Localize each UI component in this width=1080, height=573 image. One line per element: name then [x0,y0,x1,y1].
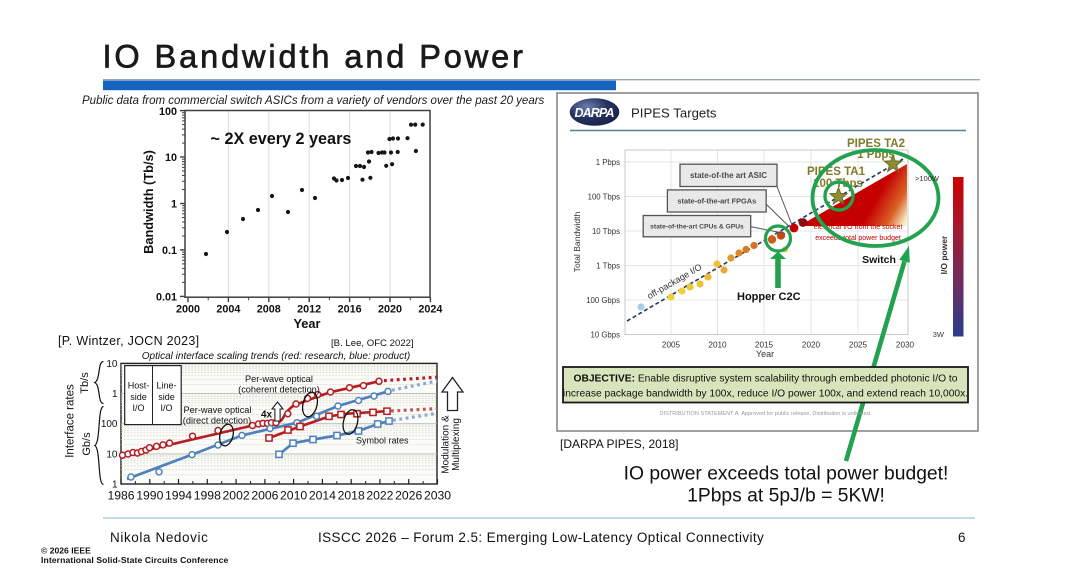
svg-text:Year: Year [756,349,774,359]
svg-text:Year: Year [293,316,320,331]
svg-text:Switch: Switch [862,254,896,266]
svg-text:side: side [130,392,147,402]
svg-text:2000: 2000 [176,304,200,316]
svg-text:(coherent detection): (coherent detection) [238,385,320,395]
svg-text:100: 100 [159,106,177,118]
svg-text:2010: 2010 [280,489,307,503]
svg-text:2020: 2020 [802,341,821,350]
svg-text:1994: 1994 [165,489,192,503]
svg-text:1: 1 [171,199,177,211]
svg-text:Symbol rates: Symbol rates [356,436,409,446]
svg-text:I/O: I/O [132,403,144,413]
svg-text:electrical I/O from the socket: electrical I/O from the socket [814,224,903,231]
svg-text:Hopper C2C: Hopper C2C [737,291,801,303]
svg-text:Interface rates: Interface rates [65,384,77,458]
svg-text:2010: 2010 [708,341,727,350]
svg-text:state-of-the-art CPUs & GPUs: state-of-the-art CPUs & GPUs [650,223,744,230]
svg-text:Multiplexing: Multiplexing [451,418,462,471]
svg-text:2025: 2025 [849,341,868,350]
svg-text:0.01: 0.01 [156,292,177,304]
svg-text:[B. Lee, OFC 2022]: [B. Lee, OFC 2022] [331,338,414,349]
svg-text:PIPES TA2: PIPES TA2 [847,138,905,150]
svg-text:100 Gbps: 100 Gbps [586,296,620,305]
svg-text:[P. Wintzer, JOCN 2023]: [P. Wintzer, JOCN 2023] [58,334,199,348]
svg-text:2026: 2026 [395,489,422,503]
svg-text:10: 10 [165,152,177,164]
svg-text:Public data from commercial sw: Public data from commercial switch ASICs… [82,95,545,107]
svg-text:I/O power: I/O power [939,235,949,274]
svg-text:2012: 2012 [297,304,321,316]
svg-text:ISSCC 2026 – Forum 2.5: Emergi: ISSCC 2026 – Forum 2.5: Emerging Low-Lat… [318,530,764,545]
svg-text:1 Tbps: 1 Tbps [596,262,620,271]
svg-text:Line-: Line- [156,381,176,391]
svg-text:Modulation &: Modulation & [441,415,452,474]
svg-text:1Pbps at 5pJ/b = 5KW!: 1Pbps at 5pJ/b = 5KW! [687,486,885,507]
svg-text:10 Gbps: 10 Gbps [591,331,621,340]
svg-text:2015: 2015 [755,341,774,350]
svg-text:1 Pbps: 1 Pbps [596,158,620,167]
svg-text:100: 100 [101,419,118,430]
svg-text:10: 10 [106,449,118,460]
svg-text:4x: 4x [261,410,273,421]
svg-text:2002: 2002 [223,489,250,503]
svg-text:Total Bandwidth: Total Bandwidth [572,211,582,272]
svg-text:10 Tbps: 10 Tbps [592,227,620,236]
svg-text:increase package bandwidth by: increase package bandwidth by 100x, redu… [563,389,968,400]
svg-text:PIPES TA1: PIPES TA1 [807,166,866,178]
svg-text:side: side [158,392,175,402]
svg-text:IO Bandwidth and Power: IO Bandwidth and Power [103,39,526,75]
svg-text:6: 6 [958,530,966,545]
svg-text:I/O: I/O [160,403,172,413]
svg-text:2004: 2004 [216,304,240,316]
svg-text:1: 1 [112,389,118,400]
svg-text:>100W: >100W [915,174,940,183]
svg-text:1: 1 [112,480,118,491]
svg-text:2030: 2030 [896,341,915,350]
svg-text:DISTRIBUTION STATEMENT A. Appr: DISTRIBUTION STATEMENT A. Approved for p… [659,411,871,417]
svg-text:1998: 1998 [194,489,221,503]
svg-text:2008: 2008 [257,304,281,316]
svg-text:1990: 1990 [136,489,163,503]
svg-text:state-of-the-art FPGAs: state-of-the-art FPGAs [677,197,756,206]
svg-text:2016: 2016 [338,304,362,316]
svg-text:Per-wave optical: Per-wave optical [184,405,252,415]
svg-text:2022: 2022 [366,489,393,503]
svg-text:PIPES Targets: PIPES Targets [631,106,717,121]
svg-text:1986: 1986 [107,489,134,503]
svg-text:Bandwidth (Tb/s): Bandwidth (Tb/s) [141,150,156,254]
svg-text:International Solid-State Circ: International Solid-State Circuits Confe… [41,555,229,565]
svg-text:Host-: Host- [128,381,150,391]
svg-text:Nikola Nedovic: Nikola Nedovic [110,530,208,545]
svg-text:Gb/s: Gb/s [81,432,93,456]
svg-text:(direct detection): (direct detection) [183,416,251,426]
svg-text:DARPA: DARPA [575,106,615,120]
svg-text:3W: 3W [933,330,945,339]
svg-text:2005: 2005 [662,341,681,350]
svg-text:2030: 2030 [424,489,451,503]
svg-text:Per-wave optical: Per-wave optical [245,374,313,384]
svg-text:© 2026 IEEE: © 2026 IEEE [41,546,91,556]
svg-text:0.1: 0.1 [162,245,177,257]
svg-text:2024: 2024 [418,304,442,316]
svg-text:IO power exceeds total power b: IO power exceeds total power budget! [624,464,949,485]
svg-text:state-of-the art ASIC: state-of-the art ASIC [690,171,767,180]
svg-text:~ 2X every 2 years: ~ 2X every 2 years [211,130,352,148]
svg-text:10: 10 [106,359,118,370]
svg-text:exceeds total power budget: exceeds total power budget [815,235,901,242]
svg-text:OBJECTIVE: Enable disruptive: OBJECTIVE: Enable disruptive system scal… [573,374,957,385]
svg-text:2006: 2006 [251,489,278,503]
svg-text:Optical interface scaling tren: Optical interface scaling trends (red: r… [142,351,410,362]
svg-text:Tb/s: Tb/s [79,372,91,394]
svg-text:2014: 2014 [309,489,336,503]
svg-text:[DARPA PIPES, 2018]: [DARPA PIPES, 2018] [560,437,679,451]
svg-text:100 Tbps: 100 Tbps [588,193,620,202]
svg-text:2018: 2018 [338,489,365,503]
svg-text:2020: 2020 [378,304,402,316]
